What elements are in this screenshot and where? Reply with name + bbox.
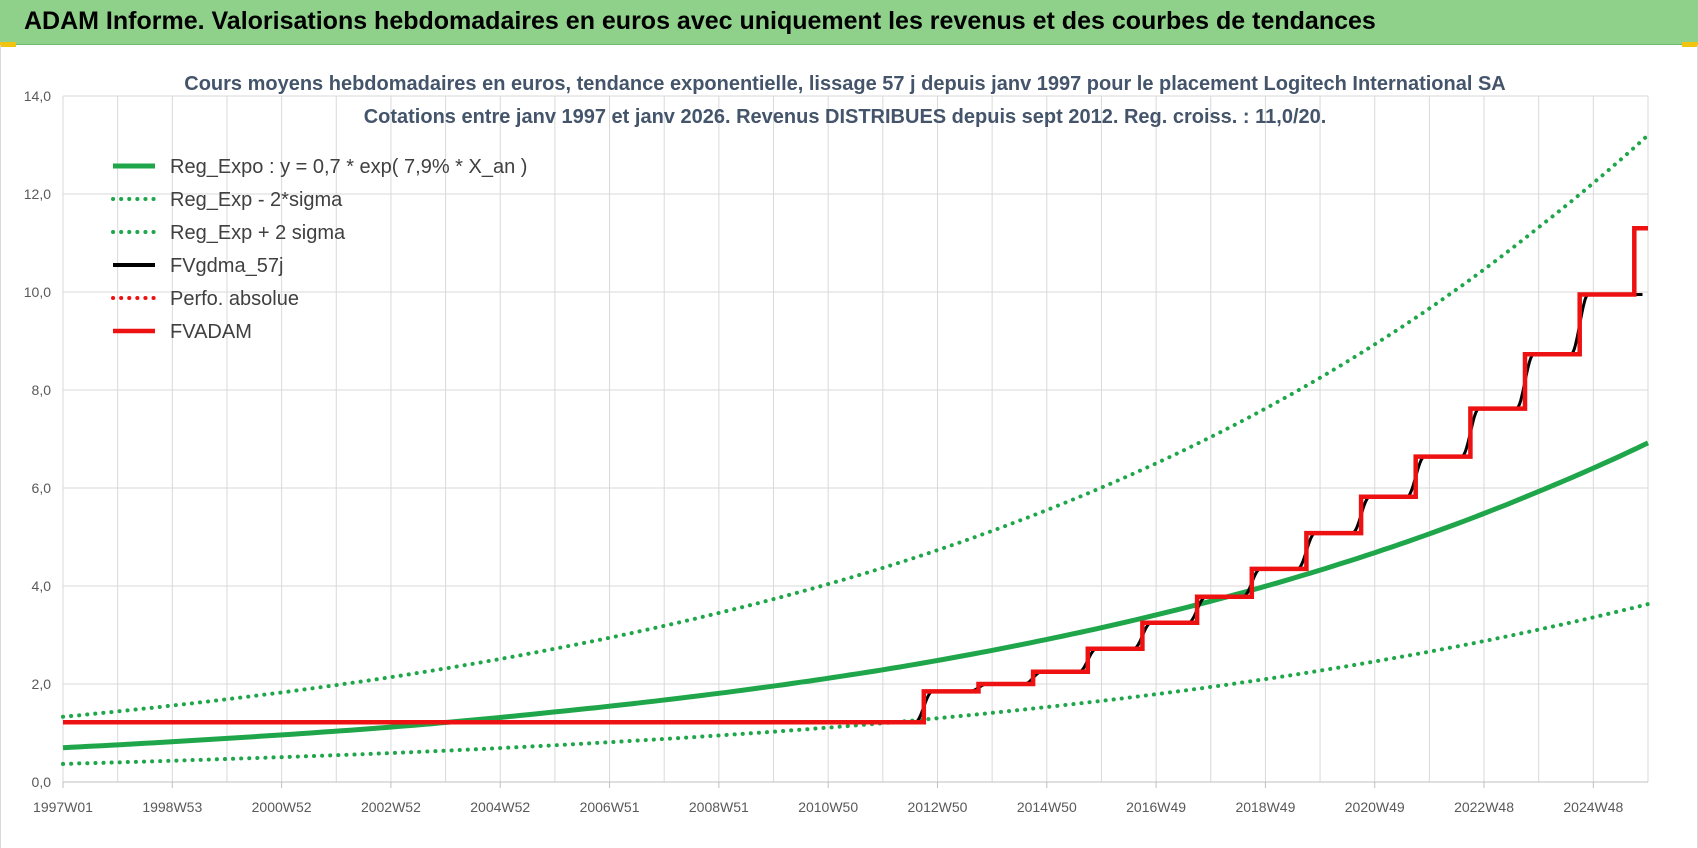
x-tick-label: 2014W50 <box>1017 799 1077 815</box>
header-bar: ADAM Informe. Valorisations hebdomadaire… <box>0 0 1698 45</box>
y-tick-label: 0,0 <box>32 774 52 790</box>
legend-label: FVgdma_57j <box>170 255 283 277</box>
series-reg-plus-2sigma <box>61 133 1650 719</box>
x-tick-label: 2002W52 <box>361 799 421 815</box>
y-tick-label: 14,0 <box>24 88 51 104</box>
axes: 0,0 2,0 4,0 6,0 8,0 10,0 12,0 14,0 1997W01 1998W5… <box>24 88 1648 815</box>
x-tick-label: 1998W53 <box>142 799 202 815</box>
series-reg-expo <box>62 440 1650 751</box>
legend-label: Reg_Expo : y = 0,7 * exp( 7,9% * X_an ) <box>170 156 527 178</box>
legend-label: Reg_Exp + 2 sigma <box>170 222 346 244</box>
x-tick-label: 2004W52 <box>470 799 530 815</box>
x-tick-label: 2020W49 <box>1345 799 1405 815</box>
legend: Reg_Expo : y = 0,7 * exp( 7,9% * X_an ) R… <box>111 156 527 343</box>
x-tick-label: 2006W51 <box>580 799 640 815</box>
x-tick-label: 2000W52 <box>252 799 312 815</box>
legend-label: Reg_Exp - 2*sigma <box>170 189 343 211</box>
y-tick-label: 2,0 <box>32 676 52 692</box>
x-tick-label: 2018W49 <box>1235 799 1295 815</box>
chart-title: Cours moyens hebdomadaires en euros, ten… <box>184 73 1506 95</box>
grid <box>62 95 1649 783</box>
y-tick-label: 8,0 <box>32 382 52 398</box>
y-tick-label: 10,0 <box>24 284 51 300</box>
series-group <box>61 133 1650 766</box>
x-tick-label: 2022W48 <box>1454 799 1514 815</box>
x-tick-label: 2010W50 <box>798 799 858 815</box>
series-fvadam <box>63 226 1648 725</box>
y-tick-label: 12,0 <box>24 186 51 202</box>
x-tick-label: 2012W50 <box>908 799 968 815</box>
x-tick-label: 1997W01 <box>33 799 93 815</box>
legend-label: Perfo. absolue <box>170 288 299 310</box>
corner-marker-right <box>1682 42 1698 47</box>
x-tick-label: 2016W49 <box>1126 799 1186 815</box>
legend-label: FVADAM <box>170 321 252 343</box>
series-fvgdma-57j <box>63 293 1643 724</box>
y-tick-label: 4,0 <box>32 578 52 594</box>
x-tick-label: 2008W51 <box>689 799 749 815</box>
page-title: ADAM Informe. Valorisations hebdomadaire… <box>24 7 1376 35</box>
x-tick-label: 2024W48 <box>1563 799 1623 815</box>
chart-subtitle: Cotations entre janv 1997 et janv 2026. … <box>364 106 1327 128</box>
y-tick-label: 6,0 <box>32 480 52 496</box>
corner-marker-left <box>0 42 16 47</box>
